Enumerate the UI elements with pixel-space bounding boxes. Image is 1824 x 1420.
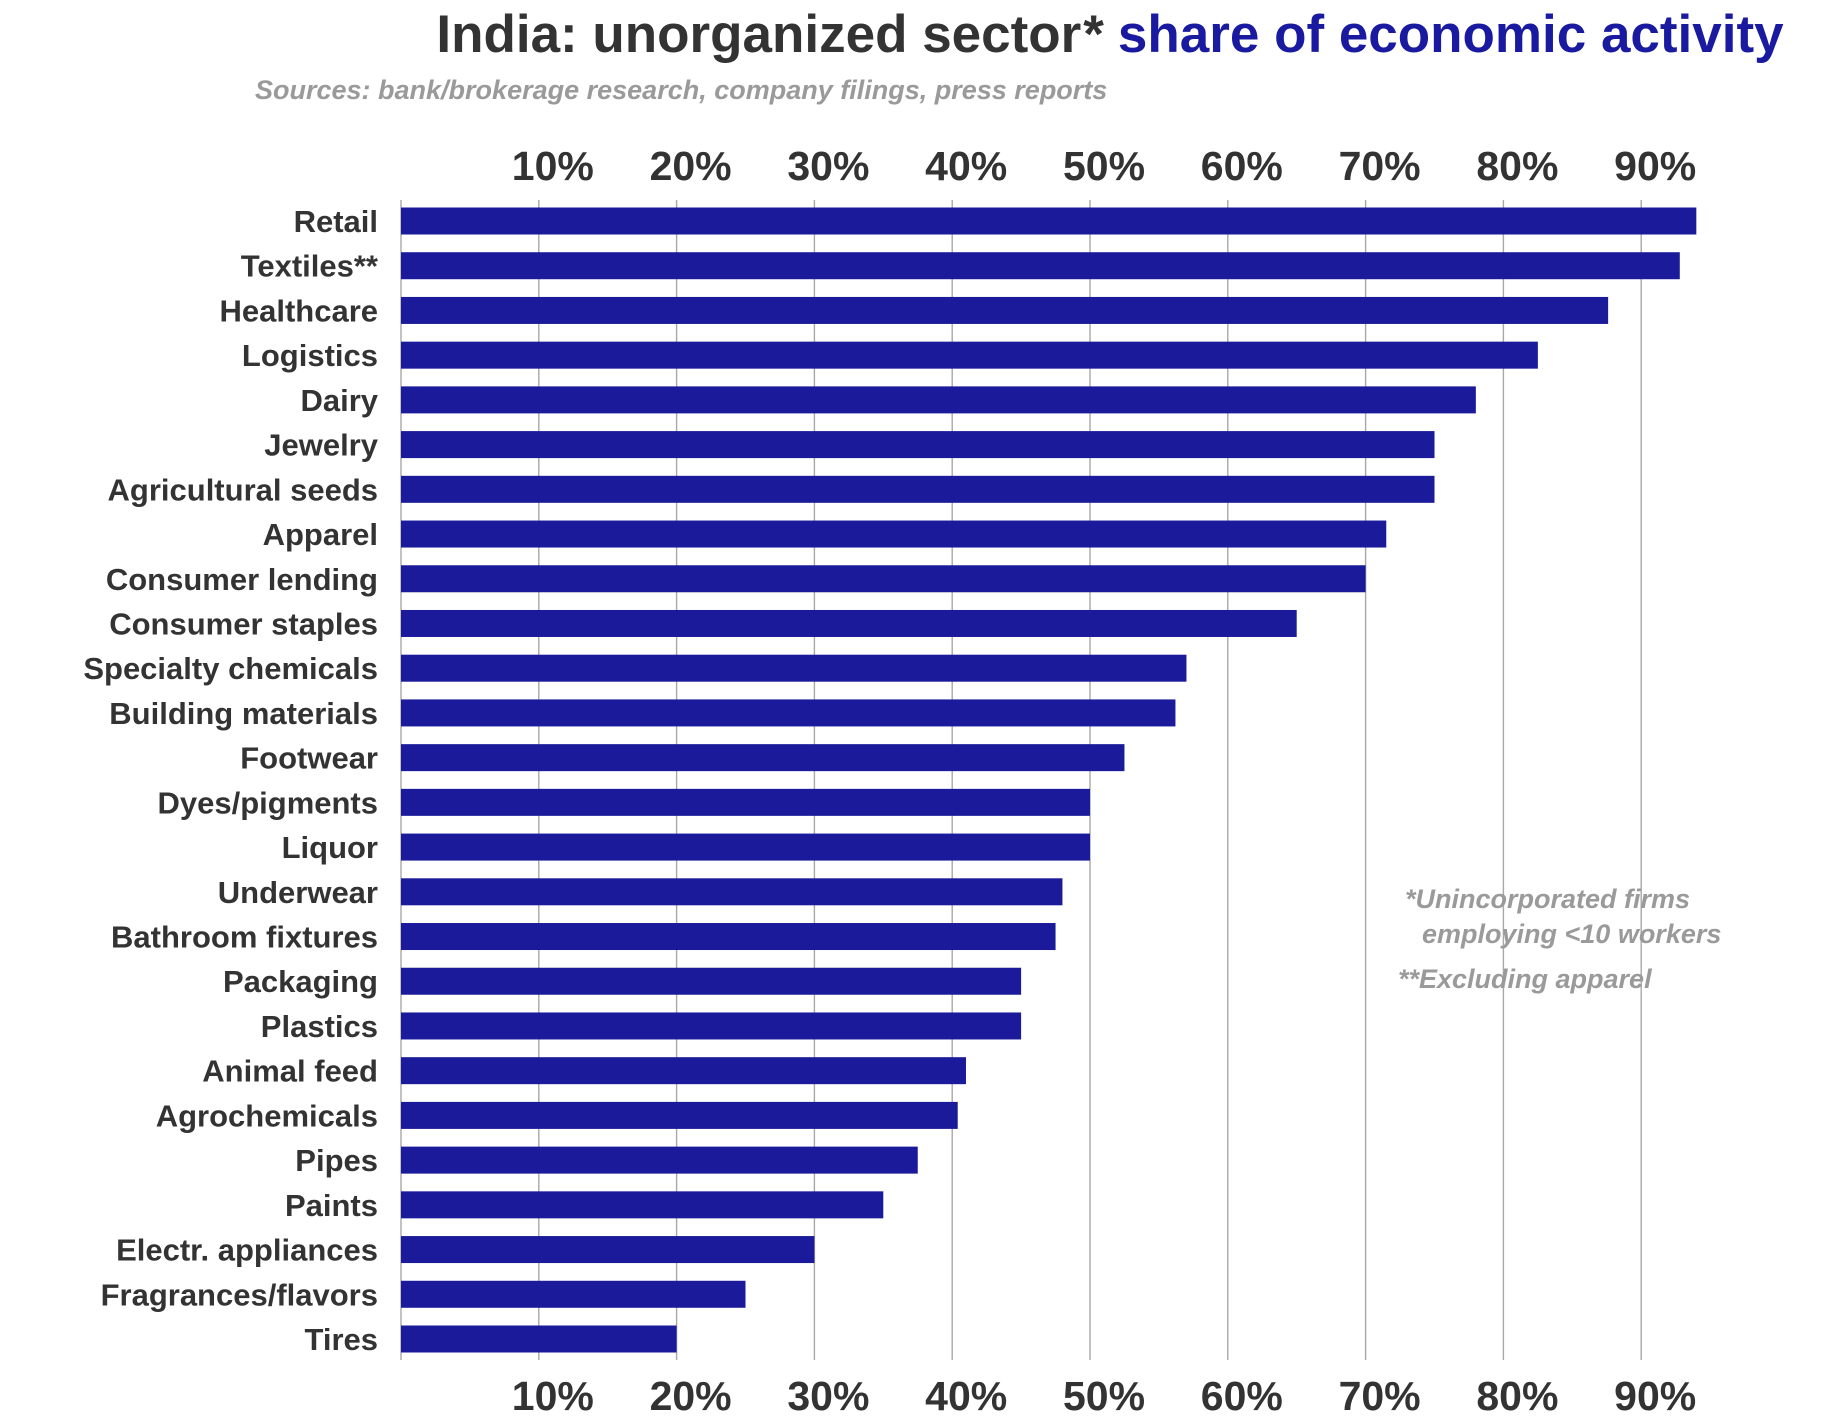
bar [401, 1191, 884, 1219]
x-tick-label-top: 60% [1201, 143, 1283, 189]
bar [401, 1146, 918, 1174]
category-label: Fragrances/flavors [101, 1277, 378, 1312]
bar [401, 833, 1090, 861]
category-label: Consumer staples [109, 606, 378, 641]
bar [401, 386, 1476, 414]
category-label: Packaging [223, 964, 378, 999]
bar [401, 475, 1435, 503]
x-tick-label-top: 20% [650, 143, 732, 189]
x-tick-label-bottom: 20% [650, 1373, 732, 1419]
bar [401, 1325, 677, 1353]
category-label: Plastics [261, 1009, 378, 1044]
x-tick-label-bottom: 60% [1201, 1373, 1283, 1419]
tick-labels: 10% 10% 20% 20% 30% 30% 40% 40% 50% 50% 60% 60% 70% 7… [512, 143, 1696, 1419]
bar [401, 967, 1022, 995]
x-tick-label-bottom: 30% [787, 1373, 869, 1419]
bar [401, 1101, 958, 1129]
category-label: Agrochemicals [156, 1098, 378, 1133]
x-tick-label-top: 50% [1063, 143, 1145, 189]
chart-title: India: unorganized sector* share of econo… [436, 5, 1784, 64]
bar [401, 1280, 746, 1308]
category-label: Textiles** [241, 249, 379, 284]
category-label: Building materials [109, 696, 378, 731]
category-label: Agricultural seeds [108, 472, 378, 507]
category-label: Paints [285, 1188, 378, 1223]
bar [401, 1236, 815, 1264]
category-label: Consumer lending [106, 562, 378, 597]
x-tick-label-bottom: 40% [925, 1373, 1007, 1419]
category-label: Apparel [263, 517, 378, 552]
category-label: Specialty chemicals [83, 651, 378, 686]
bar [401, 609, 1297, 637]
bar [401, 744, 1125, 772]
gridlines [400, 200, 1642, 1360]
category-label: Tires [304, 1322, 378, 1357]
footnote-2: employing <10 workers [1422, 919, 1721, 949]
title-part2: share of economic activity [1118, 5, 1784, 64]
bar [401, 207, 1697, 235]
x-tick-label-bottom: 10% [512, 1373, 594, 1419]
bar [401, 654, 1187, 682]
category-label: Electr. appliances [116, 1233, 378, 1268]
x-tick-label-top: 90% [1614, 143, 1696, 189]
x-tick-label-top: 80% [1476, 143, 1558, 189]
bars [401, 207, 1697, 1353]
category-label: Liquor [282, 830, 378, 865]
bar [401, 341, 1538, 369]
footnotes: *Unincorporated firms employing <10 work… [1398, 884, 1721, 994]
category-label: Jewelry [264, 428, 379, 463]
x-tick-label-top: 10% [512, 143, 594, 189]
category-label: Dyes/pigments [157, 785, 378, 820]
category-label: Logistics [242, 338, 378, 373]
category-label: Animal feed [202, 1054, 378, 1089]
footnote-1: *Unincorporated firms [1405, 884, 1690, 914]
bar [401, 699, 1176, 727]
category-label: Underwear [218, 875, 378, 910]
category-label: Retail [294, 204, 378, 239]
footnote-3: **Excluding apparel [1398, 964, 1652, 994]
category-label: Bathroom fixtures [111, 920, 378, 955]
category-label: Pipes [295, 1143, 378, 1178]
x-tick-label-bottom: 90% [1614, 1373, 1696, 1419]
title-part1: India: unorganized sector [436, 5, 1081, 64]
category-label: Footwear [240, 741, 378, 776]
bar [401, 1012, 1022, 1040]
bar [401, 923, 1056, 951]
category-labels: Retail Textiles** Healthcare Logistics Dairy… [83, 204, 379, 1357]
title-marker: * [1083, 5, 1104, 64]
x-tick-label-top: 30% [787, 143, 869, 189]
bar [401, 431, 1435, 459]
x-tick-label-top: 40% [925, 143, 1007, 189]
bar [401, 788, 1090, 816]
x-tick-label-top: 70% [1339, 143, 1421, 189]
bar [401, 252, 1680, 280]
category-label: Healthcare [219, 293, 378, 328]
category-label: Dairy [300, 383, 378, 418]
x-tick-label-bottom: 50% [1063, 1373, 1145, 1419]
bar [401, 1057, 966, 1085]
x-tick-label-bottom: 70% [1339, 1373, 1421, 1419]
bar [401, 878, 1063, 906]
chart-subtitle: Sources: bank/brokerage research, compan… [255, 75, 1107, 105]
x-tick-label-bottom: 80% [1476, 1373, 1558, 1419]
bar [401, 296, 1609, 324]
bar [401, 520, 1387, 548]
bar [401, 565, 1366, 593]
